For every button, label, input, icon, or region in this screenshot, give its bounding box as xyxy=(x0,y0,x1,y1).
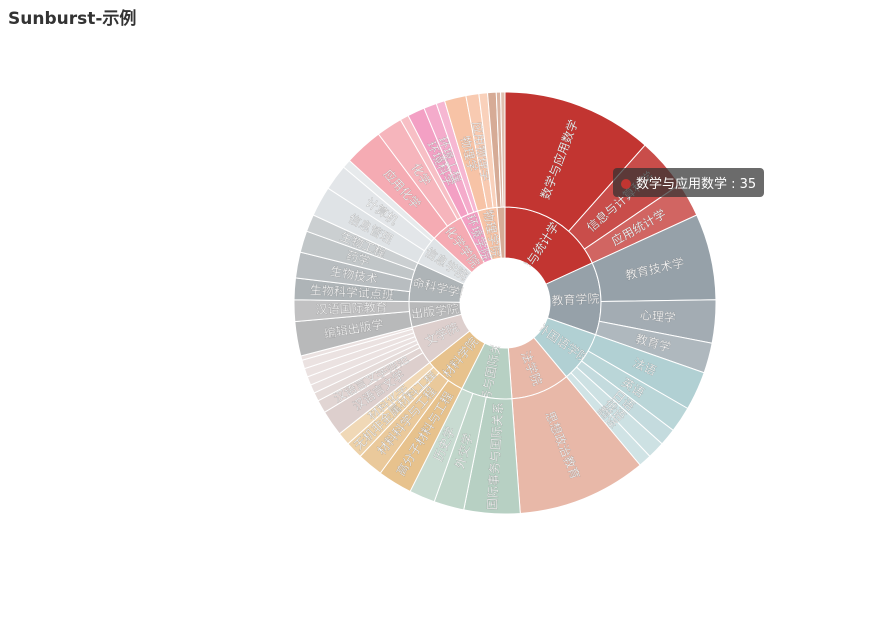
sunburst-center xyxy=(461,259,549,347)
sunburst-sector-outer-13-2[interactable] xyxy=(500,91,506,208)
sector-label-outer-1-1: 心理学 xyxy=(639,307,676,325)
chart-tooltip: 数学与应用数学 : 35 xyxy=(613,168,765,197)
sector-label-outer-4-0: 国际事务与国际关系 xyxy=(484,402,506,511)
chart-title: Sunburst-示例 xyxy=(8,9,137,29)
sector-label-outer-7-1: 汉语国际教育 xyxy=(315,299,388,317)
tooltip-label: 数学与应用数学 : 35 xyxy=(636,177,757,192)
sector-label-inner-7: 出版学院 xyxy=(410,301,459,322)
tooltip-marker-icon xyxy=(621,179,631,189)
sector-label-inner-1: 教育学院 xyxy=(551,291,600,308)
